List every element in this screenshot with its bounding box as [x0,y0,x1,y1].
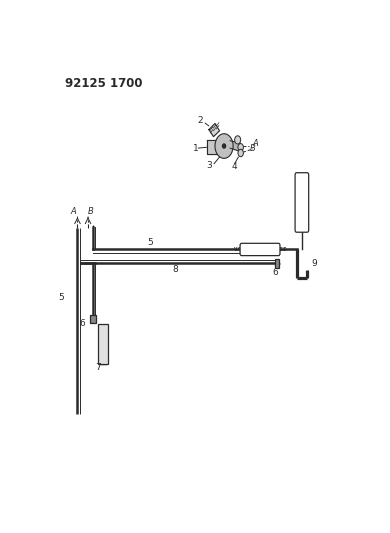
Text: 6: 6 [80,319,85,328]
FancyBboxPatch shape [98,324,108,365]
Text: 5: 5 [147,238,153,247]
Text: 2: 2 [197,116,203,125]
Text: 3: 3 [206,161,212,170]
FancyBboxPatch shape [295,173,309,232]
Circle shape [238,149,243,157]
FancyBboxPatch shape [90,315,96,324]
Text: 1: 1 [193,143,198,152]
Circle shape [235,136,241,144]
Polygon shape [230,141,240,151]
Text: 5: 5 [58,293,64,302]
Text: VACUUM
HARNESS: VACUUM HARNESS [296,191,307,213]
Text: 8: 8 [173,265,179,273]
Text: 92125 1700: 92125 1700 [66,77,143,90]
Circle shape [223,144,225,148]
Circle shape [215,134,233,158]
FancyBboxPatch shape [240,243,280,256]
Text: 4: 4 [232,162,238,171]
FancyBboxPatch shape [275,260,279,268]
Text: VACUUM  HARNESS: VACUUM HARNESS [234,247,286,252]
Polygon shape [207,140,218,154]
Text: A: A [253,140,259,149]
Text: B: B [88,207,94,216]
Text: 6: 6 [273,268,278,277]
Circle shape [238,143,243,151]
Text: 9: 9 [312,260,317,268]
Polygon shape [209,124,220,136]
Text: A: A [71,207,76,216]
Text: B: B [249,144,255,154]
Text: 7: 7 [95,363,101,372]
